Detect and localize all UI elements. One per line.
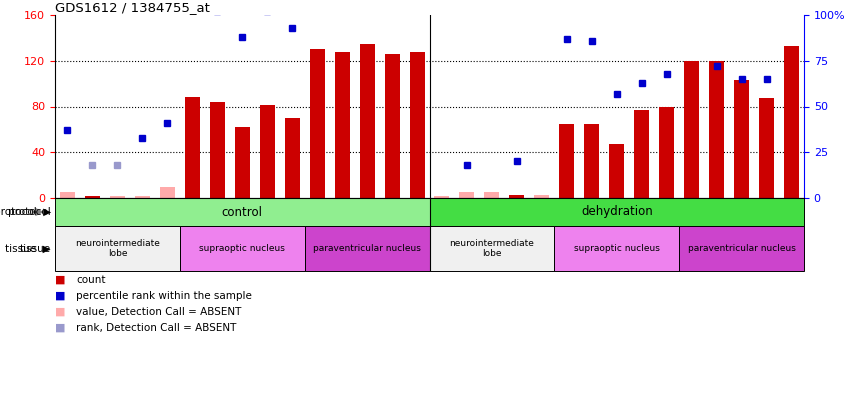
- Text: neurointermediate
lobe: neurointermediate lobe: [75, 239, 160, 258]
- Text: ■: ■: [55, 275, 65, 285]
- Text: GDS1612 / 1384755_at: GDS1612 / 1384755_at: [55, 1, 210, 14]
- Bar: [609, 144, 624, 198]
- Text: value, Detection Call = ABSENT: value, Detection Call = ABSENT: [76, 307, 241, 317]
- Bar: [60, 192, 75, 198]
- Bar: [385, 54, 399, 198]
- Bar: [184, 97, 200, 198]
- Bar: [759, 98, 774, 198]
- Text: percentile rank within the sample: percentile rank within the sample: [76, 291, 252, 301]
- Bar: [180, 226, 305, 271]
- Text: protocol: protocol: [8, 207, 51, 217]
- Bar: [55, 226, 180, 271]
- Bar: [559, 124, 574, 198]
- Bar: [684, 61, 699, 198]
- Bar: [679, 226, 804, 271]
- Text: ■: ■: [55, 307, 65, 317]
- Text: supraoptic nucleus: supraoptic nucleus: [200, 244, 285, 253]
- Bar: [135, 196, 150, 198]
- Bar: [435, 196, 449, 198]
- Bar: [459, 192, 475, 198]
- Bar: [285, 118, 299, 198]
- Text: protocol  ▶: protocol ▶: [0, 207, 51, 217]
- Bar: [509, 194, 525, 198]
- Bar: [430, 198, 804, 226]
- Text: neurointermediate
lobe: neurointermediate lobe: [449, 239, 535, 258]
- Bar: [734, 80, 749, 198]
- Text: rank, Detection Call = ABSENT: rank, Detection Call = ABSENT: [76, 323, 237, 333]
- Bar: [210, 102, 225, 198]
- Bar: [430, 226, 554, 271]
- Bar: [110, 196, 125, 198]
- Bar: [409, 51, 425, 198]
- Bar: [335, 51, 349, 198]
- Text: supraoptic nucleus: supraoptic nucleus: [574, 244, 660, 253]
- Bar: [585, 124, 599, 198]
- Text: dehydration: dehydration: [581, 205, 652, 219]
- Bar: [784, 46, 799, 198]
- Bar: [535, 194, 549, 198]
- Bar: [554, 226, 679, 271]
- Text: paraventricular nucleus: paraventricular nucleus: [688, 244, 795, 253]
- Text: ■: ■: [55, 323, 65, 333]
- Text: ■: ■: [55, 291, 65, 301]
- Text: control: control: [222, 205, 263, 219]
- Bar: [485, 192, 499, 198]
- Text: tissue: tissue: [19, 243, 51, 254]
- Bar: [234, 127, 250, 198]
- Bar: [310, 49, 325, 198]
- Bar: [709, 61, 724, 198]
- Bar: [160, 187, 175, 198]
- Bar: [85, 196, 100, 198]
- Bar: [55, 198, 430, 226]
- Text: count: count: [76, 275, 106, 285]
- Bar: [305, 226, 430, 271]
- Bar: [659, 107, 674, 198]
- Bar: [260, 105, 275, 198]
- Bar: [360, 44, 375, 198]
- Bar: [634, 110, 649, 198]
- Text: tissue  ▶: tissue ▶: [5, 243, 51, 254]
- Text: paraventricular nucleus: paraventricular nucleus: [313, 244, 421, 253]
